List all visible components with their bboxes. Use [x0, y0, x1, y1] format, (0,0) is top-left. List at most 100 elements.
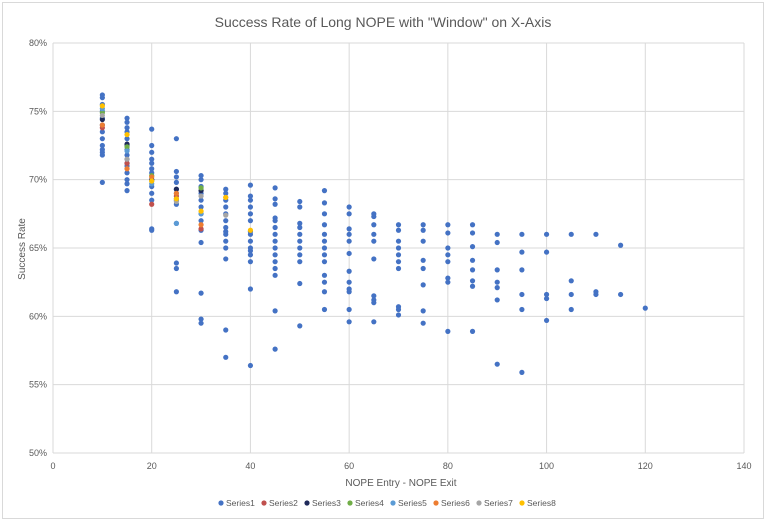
data-point[interactable] — [198, 320, 204, 326]
data-point[interactable] — [494, 239, 500, 246]
data-point[interactable] — [321, 188, 328, 194]
data-point[interactable] — [346, 204, 352, 210]
data-point[interactable] — [642, 305, 648, 311]
data-point[interactable] — [272, 201, 278, 207]
data-point[interactable] — [198, 193, 204, 199]
legend-label[interactable]: Series1 — [226, 498, 255, 508]
data-point[interactable] — [371, 293, 377, 299]
data-point[interactable] — [198, 172, 204, 179]
data-point[interactable] — [124, 136, 130, 142]
data-point[interactable] — [297, 259, 303, 265]
data-point[interactable] — [124, 152, 130, 158]
data-point[interactable] — [469, 230, 476, 236]
data-point[interactable] — [297, 252, 303, 258]
data-point[interactable] — [149, 197, 155, 203]
data-point[interactable] — [247, 259, 254, 265]
legend-label[interactable]: Series6 — [441, 498, 470, 508]
data-point[interactable] — [272, 346, 278, 352]
data-point[interactable] — [568, 231, 574, 237]
data-point[interactable] — [568, 278, 574, 284]
data-point[interactable] — [420, 265, 426, 272]
data-point[interactable] — [149, 201, 155, 207]
data-point[interactable] — [272, 252, 278, 258]
data-point[interactable] — [247, 362, 254, 369]
data-point[interactable] — [593, 231, 599, 237]
data-point[interactable] — [223, 186, 229, 192]
data-point[interactable] — [395, 227, 402, 233]
data-point[interactable] — [321, 238, 328, 244]
data-point[interactable] — [272, 185, 278, 191]
data-point[interactable] — [149, 227, 155, 233]
data-point[interactable] — [445, 252, 451, 258]
data-point[interactable] — [371, 231, 377, 237]
data-point[interactable] — [198, 185, 204, 191]
data-point[interactable] — [99, 179, 105, 185]
data-point[interactable] — [124, 166, 130, 172]
data-point[interactable] — [297, 231, 303, 237]
data-point[interactable] — [223, 245, 229, 251]
data-point[interactable] — [124, 177, 130, 183]
legend-label[interactable]: Series5 — [398, 498, 427, 508]
data-point[interactable] — [321, 231, 328, 237]
data-point[interactable] — [247, 227, 254, 233]
data-point[interactable] — [321, 289, 328, 295]
data-point[interactable] — [223, 327, 229, 333]
data-point[interactable] — [99, 142, 105, 149]
data-point[interactable] — [494, 297, 500, 303]
data-point[interactable] — [149, 174, 155, 180]
data-point[interactable] — [99, 103, 105, 109]
data-point[interactable] — [297, 280, 303, 287]
data-point[interactable] — [395, 306, 402, 313]
data-point[interactable] — [99, 95, 105, 101]
data-point[interactable] — [198, 316, 204, 322]
data-point[interactable] — [420, 222, 426, 228]
data-point[interactable] — [395, 245, 402, 251]
data-point[interactable] — [198, 208, 204, 214]
data-point[interactable] — [247, 231, 254, 237]
data-point[interactable] — [420, 308, 426, 314]
data-point[interactable] — [346, 289, 352, 295]
data-point[interactable] — [247, 204, 254, 210]
data-point[interactable] — [371, 319, 377, 325]
data-point[interactable] — [149, 160, 155, 166]
data-point[interactable] — [223, 194, 229, 201]
data-point[interactable] — [247, 218, 254, 224]
data-point[interactable] — [568, 291, 574, 298]
legend-label[interactable]: Series3 — [312, 498, 341, 508]
data-point[interactable] — [321, 211, 328, 217]
data-point[interactable] — [272, 218, 278, 224]
data-point[interactable] — [223, 204, 229, 210]
data-point[interactable] — [149, 149, 155, 155]
data-point[interactable] — [272, 238, 278, 244]
data-point[interactable] — [223, 190, 229, 196]
data-point[interactable] — [247, 182, 254, 188]
data-point[interactable] — [247, 238, 254, 244]
data-point[interactable] — [297, 245, 303, 251]
data-point[interactable] — [124, 148, 130, 154]
data-point[interactable] — [247, 193, 254, 199]
data-point[interactable] — [173, 265, 179, 272]
data-point[interactable] — [223, 224, 229, 231]
data-point[interactable] — [321, 200, 328, 206]
data-point[interactable] — [346, 226, 352, 232]
data-point[interactable] — [198, 222, 204, 228]
data-point[interactable] — [124, 160, 130, 166]
data-point[interactable] — [149, 126, 155, 132]
data-point[interactable] — [395, 238, 402, 244]
data-point[interactable] — [469, 244, 476, 250]
data-point[interactable] — [469, 283, 476, 289]
data-point[interactable] — [321, 252, 328, 258]
data-point[interactable] — [124, 188, 130, 194]
data-point[interactable] — [543, 249, 550, 255]
data-point[interactable] — [173, 220, 179, 226]
data-point[interactable] — [149, 178, 155, 184]
data-point[interactable] — [321, 245, 328, 251]
data-point[interactable] — [445, 275, 451, 281]
data-point[interactable] — [99, 112, 105, 119]
data-point[interactable] — [149, 156, 155, 162]
data-point[interactable] — [445, 259, 451, 265]
data-point[interactable] — [543, 291, 550, 298]
data-point[interactable] — [371, 222, 377, 228]
data-point[interactable] — [321, 222, 328, 228]
data-point[interactable] — [198, 218, 204, 224]
